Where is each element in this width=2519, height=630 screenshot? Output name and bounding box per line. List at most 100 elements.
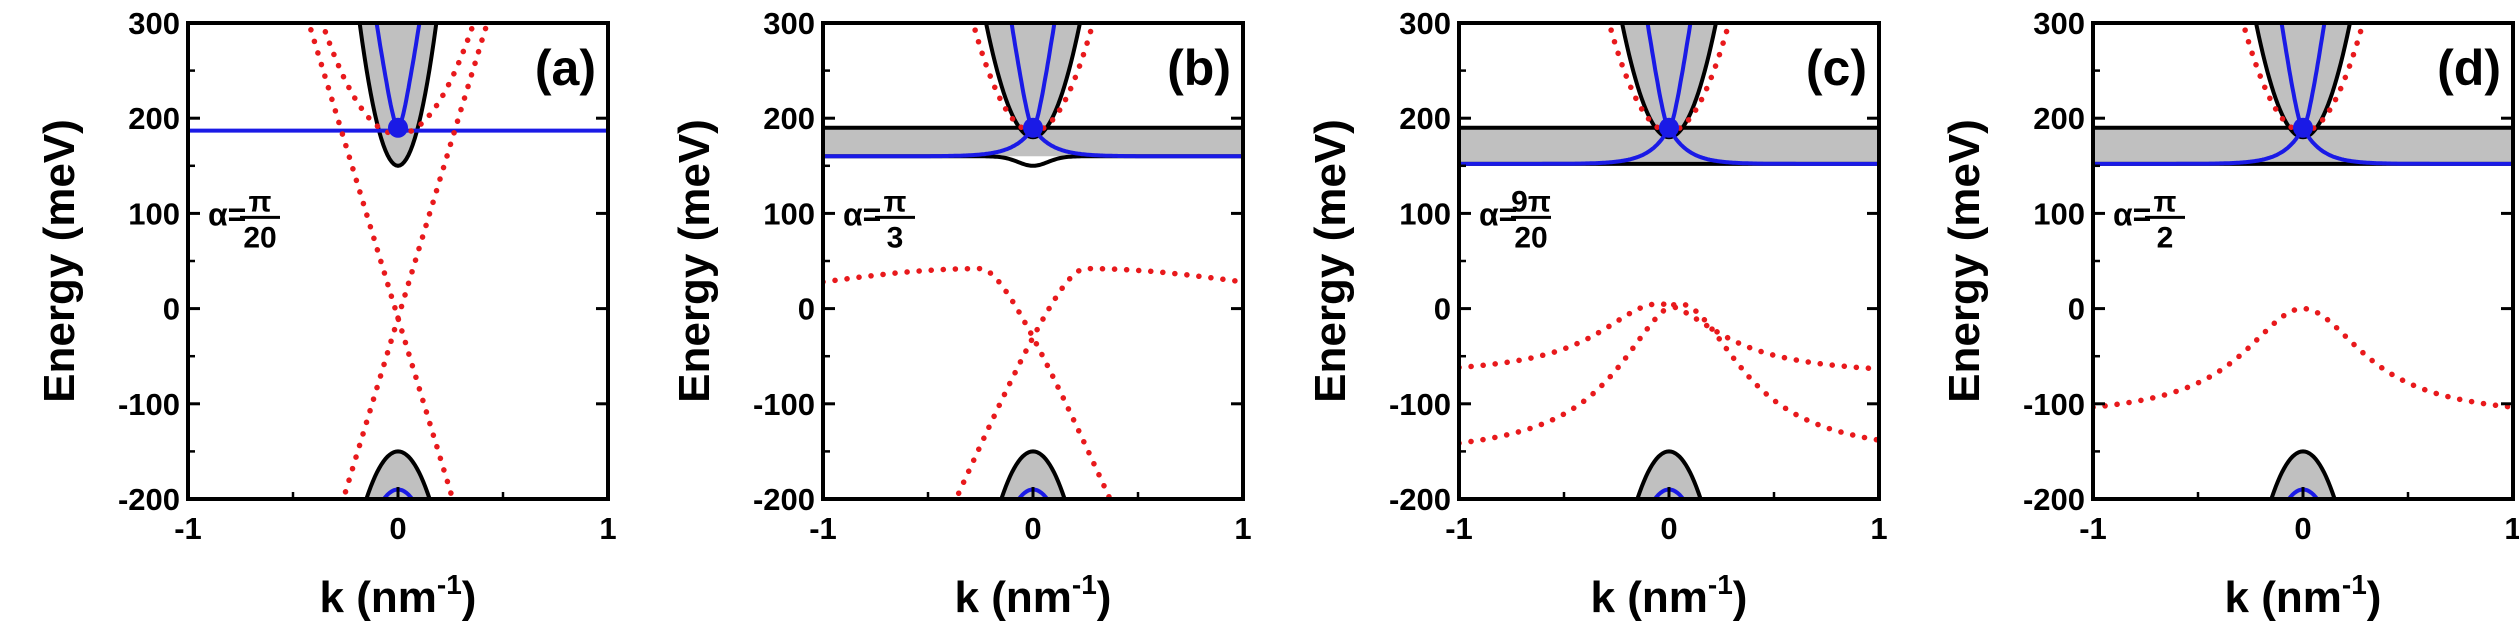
valence-cone-outline (2269, 449, 2337, 499)
y-tick-label: -100 (1389, 387, 1451, 422)
conduction-cone-outline (357, 23, 439, 168)
alpha-denominator: 20 (1514, 221, 1547, 254)
y-tick-label: 200 (763, 101, 815, 136)
alpha-numerator: 9π (1511, 185, 1551, 218)
x-tick-label: 1 (2504, 511, 2519, 546)
y-tick-label: -200 (753, 482, 815, 517)
y-tick-label: 100 (128, 196, 180, 231)
x-axis-label: k (nm-1) (320, 569, 477, 622)
x-axis-label-superscript: -1 (437, 569, 462, 600)
panel-label: (c) (1806, 40, 1867, 96)
plot-area (1459, 23, 1879, 499)
blue-cone-left (2279, 23, 2305, 130)
red-dotted-surface-state-2 (953, 265, 1243, 499)
y-tick-label: 0 (2068, 292, 2085, 327)
blue-cone-left (1645, 23, 1671, 130)
blue-band-left (824, 126, 1035, 159)
y-tick-label: 300 (2033, 6, 2085, 41)
y-tick-label: 100 (2033, 196, 2085, 231)
dirac-point (1023, 117, 1043, 138)
panel-label: (b) (1167, 40, 1231, 96)
red-dotted-surface-state-1 (340, 23, 491, 499)
x-tick-label: 0 (1660, 511, 1677, 546)
x-tick-label: 1 (1234, 511, 1251, 546)
red-dotted-surface-state-1 (823, 265, 1113, 499)
plot-area (2093, 23, 2513, 499)
x-axis-label-superscript: -1 (1072, 569, 1097, 600)
conduction-cone-fill (359, 23, 437, 166)
y-tick-label: -200 (2023, 482, 2085, 517)
y-tick-label: -200 (118, 482, 180, 517)
x-axis-label-superscript: -1 (2342, 569, 2367, 600)
alpha-denominator: 2 (2157, 221, 2174, 254)
y-tick-label: 100 (1399, 196, 1451, 231)
y-tick-label: 300 (1399, 6, 1451, 41)
y-tick-label: -100 (118, 387, 180, 422)
x-axis-label-end: ) (462, 573, 477, 622)
y-tick-label: 300 (128, 6, 180, 41)
dirac-point (2293, 117, 2313, 138)
alpha-prefix: α= (2113, 196, 2151, 232)
y-axis-label: Energy (meV) (1306, 119, 1355, 403)
y-axis-label: Energy (meV) (670, 119, 719, 403)
panel-label: (d) (2437, 40, 2501, 96)
blue-band-right (1667, 126, 1878, 166)
valence-cone-outline (999, 449, 1067, 499)
red-dotted-surface-state-1 (1459, 301, 1879, 372)
y-tick-label: 0 (798, 292, 815, 327)
x-tick-label: 0 (1024, 511, 1041, 546)
x-tick-label: 0 (389, 511, 406, 546)
plot-area (823, 23, 1243, 499)
alpha-prefix: α= (1479, 196, 1517, 232)
alpha-denominator: 3 (887, 221, 904, 254)
y-tick-label: 0 (163, 292, 180, 327)
red-dotted-surface-state-2 (1459, 301, 1879, 446)
x-tick-label: 1 (1870, 511, 1887, 546)
blue-band-left (1460, 126, 1671, 166)
y-tick-label: 300 (763, 6, 815, 41)
x-axis-label: k (nm-1) (1591, 569, 1748, 622)
x-axis-label-end: ) (1097, 573, 1112, 622)
y-axis-label: Energy (meV) (35, 119, 84, 403)
blue-band-right (1031, 126, 1242, 159)
y-tick-label: 200 (2033, 101, 2085, 136)
x-axis-label-end: ) (2367, 573, 2382, 622)
alpha-prefix: α= (843, 196, 881, 232)
red-dotted-surface-state-2 (305, 23, 456, 499)
blue-cone-right (1031, 23, 1057, 130)
valence-cone-fill (366, 451, 430, 499)
x-tick-label: -1 (174, 511, 202, 546)
panel-label: (a) (535, 40, 596, 96)
blue-cone-left (374, 23, 400, 130)
x-tick-label: -1 (1445, 511, 1473, 546)
x-tick-label: -1 (809, 511, 837, 546)
blue-cone-right (396, 23, 422, 130)
y-tick-label: -100 (2023, 387, 2085, 422)
alpha-denominator: 20 (243, 221, 276, 254)
blue-cone-left (1009, 23, 1035, 130)
red-dotted-surface-state-1 (2093, 305, 2513, 410)
plot-area (188, 23, 608, 499)
x-axis-label-main: k (nm (955, 573, 1072, 622)
alpha-numerator: π (884, 185, 907, 218)
alpha-numerator: π (2154, 185, 2177, 218)
conduction-cone-fill (986, 23, 1080, 138)
y-tick-label: -100 (753, 387, 815, 422)
x-axis-label-main: k (nm (2225, 573, 2342, 622)
y-tick-label: 100 (763, 196, 815, 231)
blue-band-right (2301, 126, 2512, 166)
x-axis-label-main: k (nm (1591, 573, 1708, 622)
x-axis-label-end: ) (1733, 573, 1748, 622)
blue-cone-right (2301, 23, 2327, 130)
alpha-numerator: π (249, 185, 272, 218)
x-axis-label-main: k (nm (320, 573, 437, 622)
conduction-cone-fill (1622, 23, 1716, 138)
x-axis-label: k (nm-1) (955, 569, 1112, 622)
x-axis-label-superscript: -1 (1708, 569, 1733, 600)
x-tick-label: -1 (2079, 511, 2107, 546)
